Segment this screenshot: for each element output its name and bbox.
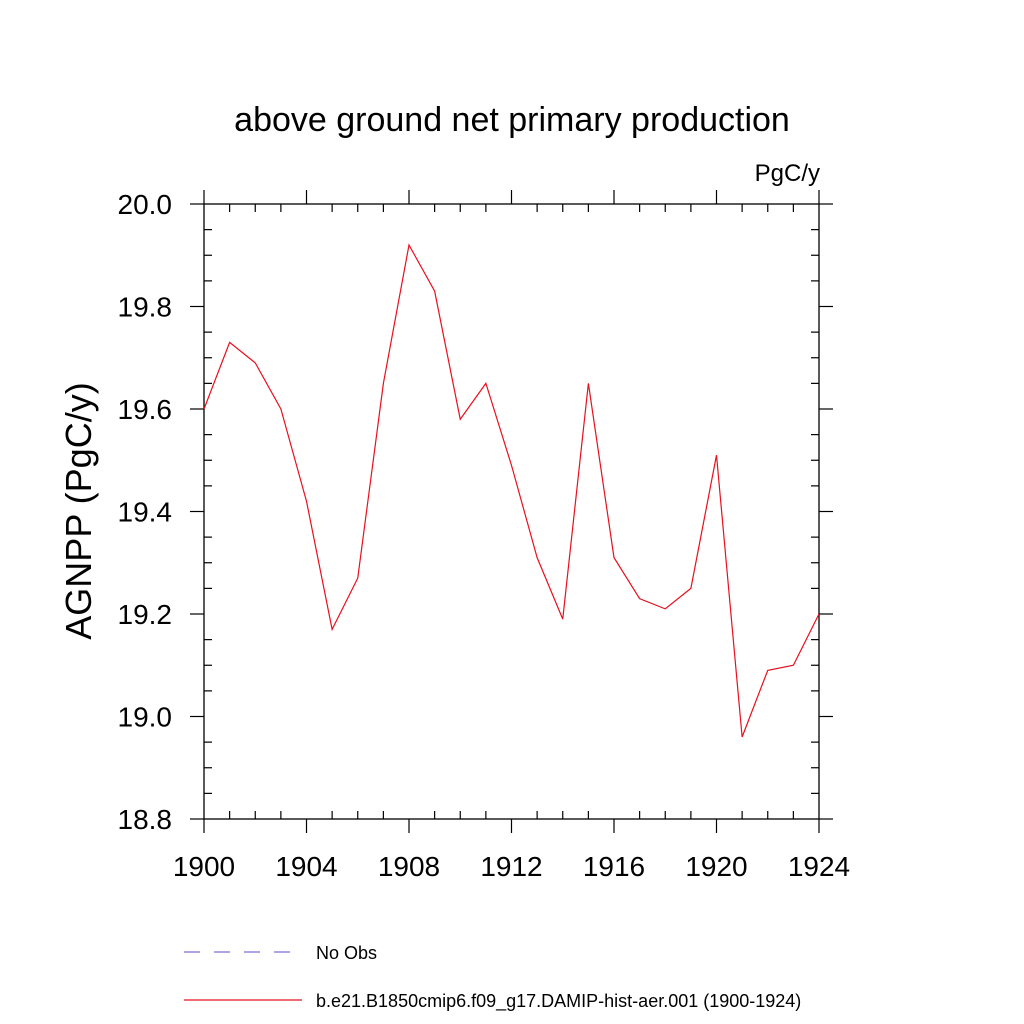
x-tick-label: 1908 bbox=[378, 851, 440, 882]
y-axis-label: AGNPP (PgC/y) bbox=[58, 382, 99, 639]
legend-label-1: b.e21.B1850cmip6.f09_g17.DAMIP-hist-aer.… bbox=[316, 991, 801, 1012]
y-tick-label: 20.0 bbox=[118, 189, 173, 220]
series-line-0 bbox=[203, 243, 820, 738]
x-tick-label: 1904 bbox=[275, 851, 337, 882]
chart-title: above ground net primary production bbox=[234, 101, 790, 139]
y-tick-label: 19.0 bbox=[118, 702, 173, 733]
y-tick-label: 19.6 bbox=[118, 394, 173, 425]
units-label: PgC/y bbox=[755, 160, 820, 187]
x-tick-label: 1912 bbox=[480, 851, 542, 882]
x-tick-label: 1924 bbox=[788, 851, 850, 882]
axis-ticks bbox=[190, 190, 833, 833]
legend-label-0: No Obs bbox=[316, 943, 377, 963]
x-tick-label: 1900 bbox=[173, 851, 235, 882]
x-tick-label: 1920 bbox=[685, 851, 747, 882]
legend: No Obs b.e21.B1850cmip6.f09_g17.DAMIP-his… bbox=[184, 943, 801, 1012]
axis-tick-labels: 1900 1904 1908 1912 1916 1920 1924 20.0 19.8 19.6… bbox=[118, 189, 851, 882]
plot-frame bbox=[203, 203, 820, 820]
series-layer bbox=[203, 243, 820, 738]
y-tick-label: 19.2 bbox=[118, 599, 173, 630]
y-tick-label: 19.8 bbox=[118, 292, 173, 323]
y-tick-label: 18.8 bbox=[118, 804, 173, 835]
y-tick-label: 19.4 bbox=[118, 497, 173, 528]
x-tick-label: 1916 bbox=[583, 851, 645, 882]
